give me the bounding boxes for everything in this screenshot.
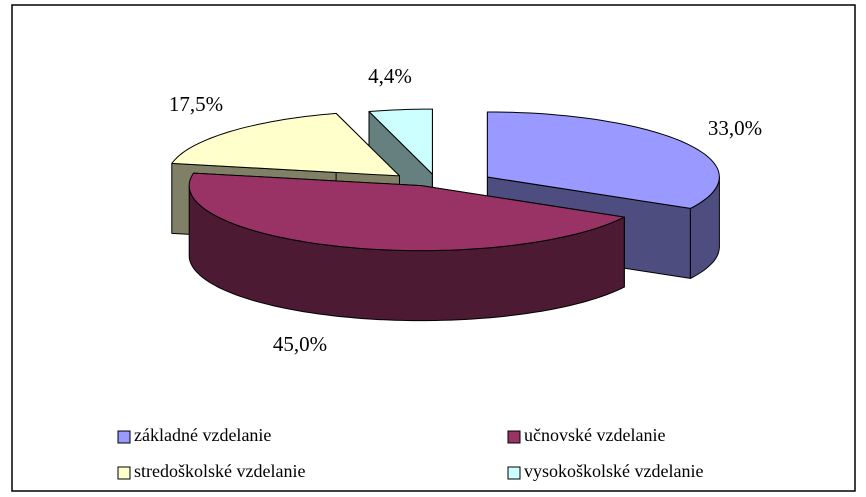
legend-swatch: [117, 466, 131, 480]
legend-label: vysokoškolské vzdelanie: [524, 461, 703, 481]
data-label: 4,4%: [368, 64, 412, 88]
data-label: 33,0%: [708, 116, 762, 140]
legend-swatch: [507, 466, 521, 480]
slice: [188, 172, 625, 252]
legend-label: základné vzdelanie: [134, 425, 271, 445]
legend-label: stredoškolské vzdelanie: [134, 461, 305, 481]
slice: [486, 111, 720, 209]
legend-swatch: [117, 430, 131, 444]
data-label: 45,0%: [273, 332, 327, 356]
data-label: 17,5%: [169, 92, 223, 116]
slice: [368, 108, 433, 175]
legend-label: učnovské vzdelanie: [524, 425, 665, 445]
legend-swatch: [507, 430, 521, 444]
slice: [171, 112, 400, 177]
